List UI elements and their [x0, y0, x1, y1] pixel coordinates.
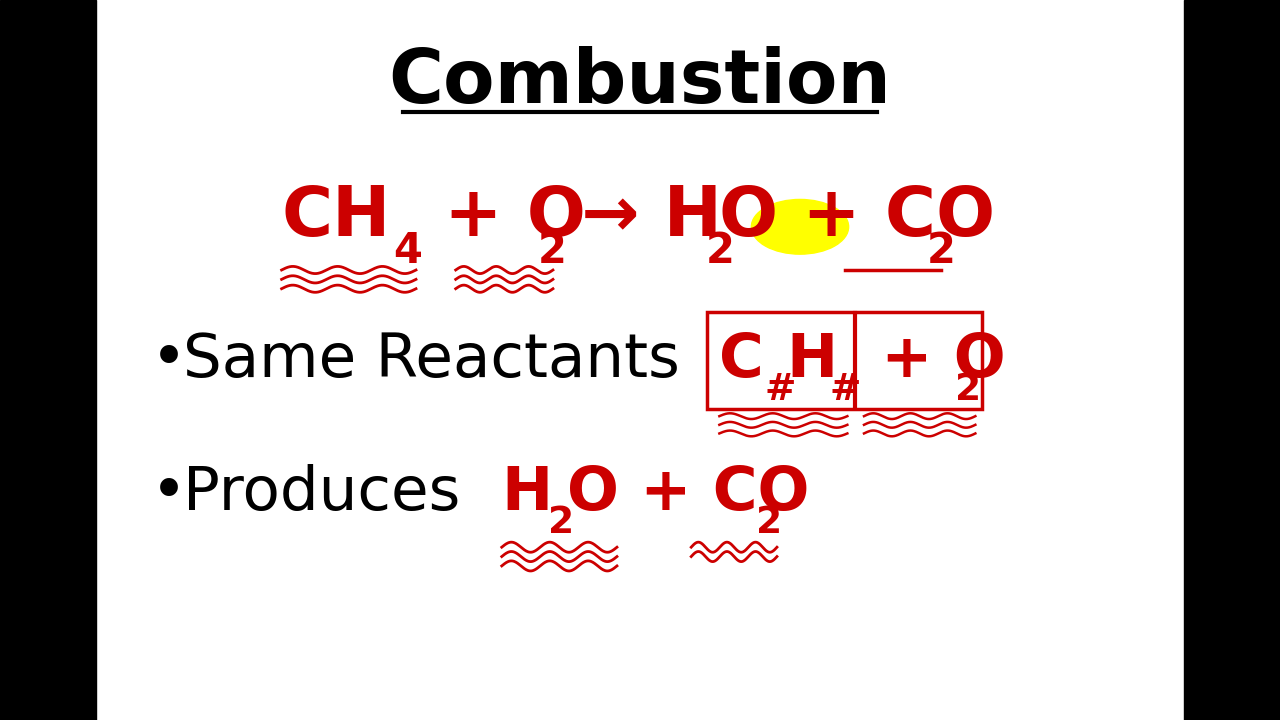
Text: + O: + O — [860, 330, 1006, 390]
Text: 2: 2 — [538, 230, 567, 271]
Bar — [0, 0, 96, 720]
Text: C: C — [719, 330, 764, 390]
Circle shape — [751, 199, 849, 254]
Text: 2: 2 — [548, 505, 573, 541]
Text: 2: 2 — [705, 230, 735, 271]
Text: Combustion: Combustion — [389, 46, 891, 120]
Text: Same Reactants: Same Reactants — [183, 330, 680, 390]
Bar — [1184, 0, 1280, 720]
Text: #: # — [829, 372, 861, 408]
Text: Produces: Produces — [183, 464, 461, 523]
Text: •: • — [151, 330, 187, 390]
Text: 2: 2 — [927, 230, 956, 271]
Text: #: # — [764, 372, 796, 408]
Text: •: • — [151, 464, 187, 523]
Bar — [707, 312, 982, 409]
Text: 2: 2 — [756, 505, 782, 541]
Text: 2: 2 — [955, 372, 980, 408]
Text: H: H — [502, 464, 553, 523]
Text: O + CO: O + CO — [567, 464, 809, 523]
Text: CH: CH — [282, 182, 390, 250]
Text: → H: → H — [557, 182, 722, 250]
Text: + O: + O — [420, 182, 586, 250]
Text: O + CO: O + CO — [719, 182, 996, 250]
Text: H: H — [786, 330, 837, 390]
Text: 4: 4 — [393, 230, 422, 271]
